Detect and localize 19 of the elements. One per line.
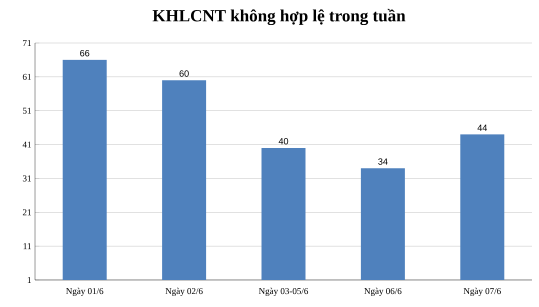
y-tick-label: 51: [22, 108, 31, 114]
x-tick-label: Ngày 02/6: [165, 288, 203, 296]
y-tick-label: 11: [24, 243, 31, 250]
data-label: 34: [378, 158, 388, 165]
x-tick-label: Ngày 07/6: [464, 288, 501, 296]
x-tick-label: Ngày 03-05/6: [258, 288, 308, 296]
y-tick-label: 61: [22, 74, 31, 80]
data-label: 66: [80, 50, 90, 56]
data-label: 44: [477, 124, 488, 131]
data-label: 40: [278, 138, 288, 144]
y-tick-label: 1: [28, 277, 31, 283]
x-tick-label: Ngày 06/6: [364, 288, 402, 296]
data-label: 60: [180, 70, 189, 77]
y-tick-label: 41: [22, 142, 31, 148]
y-tick-label: 71: [23, 40, 31, 46]
chart-title: KHLCNT không hợp lệ trong tuần: [152, 8, 406, 26]
x-tick-label: Ngày 01/6: [66, 288, 104, 296]
y-tick-label: 31: [22, 175, 31, 182]
y-tick-label: 21: [22, 209, 31, 216]
